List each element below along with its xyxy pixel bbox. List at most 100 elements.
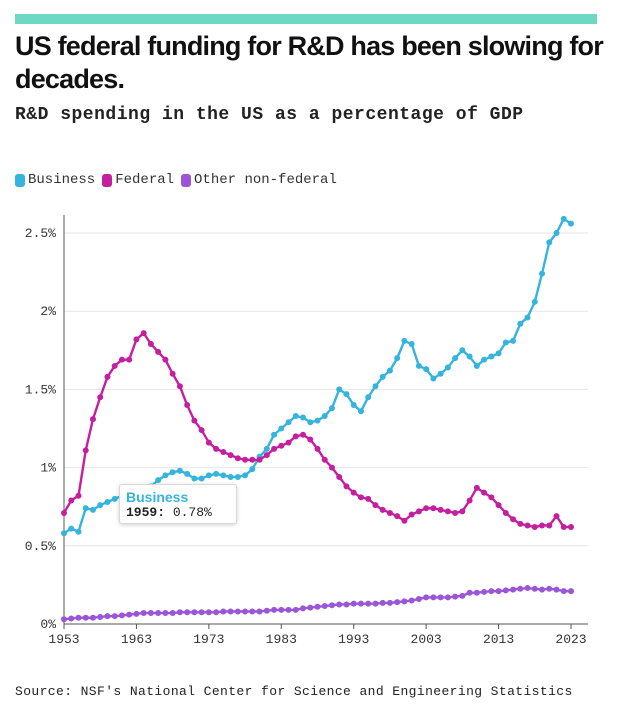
data-point-other-non-federal[interactable] bbox=[452, 593, 459, 600]
data-point-business[interactable] bbox=[553, 230, 560, 236]
data-point-other-non-federal[interactable] bbox=[560, 588, 567, 595]
data-point-other-non-federal[interactable] bbox=[408, 597, 415, 604]
data-point-business[interactable] bbox=[473, 362, 480, 369]
data-point-business[interactable] bbox=[343, 391, 350, 398]
data-point-other-non-federal[interactable] bbox=[350, 600, 357, 607]
data-point-federal[interactable] bbox=[227, 452, 234, 459]
data-point-other-non-federal[interactable] bbox=[169, 610, 176, 617]
data-point-federal[interactable] bbox=[271, 445, 278, 452]
data-point-business[interactable] bbox=[568, 220, 574, 227]
data-point-federal[interactable] bbox=[75, 492, 82, 499]
data-point-other-non-federal[interactable] bbox=[263, 607, 270, 614]
data-point-other-non-federal[interactable] bbox=[292, 606, 299, 613]
data-point-business[interactable] bbox=[249, 466, 256, 473]
data-point-federal[interactable] bbox=[300, 431, 307, 438]
data-point-business[interactable] bbox=[234, 473, 241, 480]
data-point-federal[interactable] bbox=[314, 445, 321, 452]
data-point-other-non-federal[interactable] bbox=[539, 586, 546, 593]
data-point-federal[interactable] bbox=[459, 508, 466, 515]
data-point-other-non-federal[interactable] bbox=[336, 601, 343, 608]
data-point-other-non-federal[interactable] bbox=[300, 605, 307, 612]
data-point-federal[interactable] bbox=[473, 484, 480, 491]
data-point-federal[interactable] bbox=[560, 524, 567, 531]
data-point-business[interactable] bbox=[495, 350, 502, 357]
data-point-business[interactable] bbox=[97, 502, 104, 509]
data-point-other-non-federal[interactable] bbox=[473, 589, 480, 596]
data-point-other-non-federal[interactable] bbox=[89, 614, 96, 621]
data-point-federal[interactable] bbox=[278, 442, 285, 449]
data-point-other-non-federal[interactable] bbox=[104, 613, 111, 620]
data-point-federal[interactable] bbox=[568, 524, 574, 531]
data-point-business[interactable] bbox=[401, 337, 408, 344]
legend-item-other-non-federal[interactable]: Other non-federal bbox=[181, 172, 337, 188]
data-point-other-non-federal[interactable] bbox=[372, 600, 379, 607]
data-point-other-non-federal[interactable] bbox=[140, 610, 147, 617]
data-point-business[interactable] bbox=[198, 475, 205, 482]
data-point-business[interactable] bbox=[546, 239, 553, 246]
data-point-business[interactable] bbox=[285, 419, 292, 426]
data-point-federal[interactable] bbox=[256, 456, 263, 463]
data-point-other-non-federal[interactable] bbox=[61, 616, 67, 623]
data-point-other-non-federal[interactable] bbox=[328, 602, 335, 609]
data-point-federal[interactable] bbox=[394, 513, 401, 520]
data-point-federal[interactable] bbox=[365, 495, 372, 502]
data-point-other-non-federal[interactable] bbox=[444, 594, 451, 601]
data-point-federal[interactable] bbox=[169, 370, 176, 377]
data-point-business[interactable] bbox=[481, 356, 488, 363]
data-point-federal[interactable] bbox=[466, 497, 473, 504]
data-point-federal[interactable] bbox=[401, 517, 408, 524]
data-point-business[interactable] bbox=[278, 425, 285, 432]
data-point-other-non-federal[interactable] bbox=[466, 589, 473, 596]
data-point-other-non-federal[interactable] bbox=[184, 609, 191, 616]
data-point-business[interactable] bbox=[560, 215, 567, 222]
data-point-federal[interactable] bbox=[386, 509, 393, 516]
data-point-federal[interactable] bbox=[408, 511, 415, 518]
data-point-other-non-federal[interactable] bbox=[502, 587, 509, 594]
data-point-federal[interactable] bbox=[502, 509, 509, 516]
data-point-federal[interactable] bbox=[452, 509, 459, 516]
data-point-business[interactable] bbox=[386, 367, 393, 374]
data-point-other-non-federal[interactable] bbox=[415, 595, 422, 602]
data-point-other-non-federal[interactable] bbox=[546, 585, 553, 592]
data-point-business[interactable] bbox=[365, 394, 372, 401]
data-point-business[interactable] bbox=[184, 470, 191, 477]
data-point-business[interactable] bbox=[220, 472, 227, 479]
data-point-business[interactable] bbox=[517, 320, 524, 327]
data-point-other-non-federal[interactable] bbox=[220, 608, 227, 615]
data-point-other-non-federal[interactable] bbox=[126, 611, 133, 618]
data-point-business[interactable] bbox=[314, 417, 321, 424]
data-point-business[interactable] bbox=[155, 477, 162, 484]
data-point-business[interactable] bbox=[350, 402, 357, 409]
data-point-business[interactable] bbox=[191, 475, 198, 482]
data-point-federal[interactable] bbox=[234, 455, 241, 462]
data-point-other-non-federal[interactable] bbox=[111, 613, 118, 620]
data-point-other-non-federal[interactable] bbox=[423, 594, 430, 601]
legend-item-business[interactable]: Business bbox=[15, 172, 95, 188]
data-point-federal[interactable] bbox=[437, 506, 444, 513]
data-point-federal[interactable] bbox=[68, 497, 75, 504]
data-point-federal[interactable] bbox=[423, 505, 430, 512]
data-point-federal[interactable] bbox=[481, 489, 488, 496]
data-point-business[interactable] bbox=[271, 431, 278, 438]
data-point-other-non-federal[interactable] bbox=[437, 594, 444, 601]
data-point-business[interactable] bbox=[227, 473, 234, 480]
data-point-federal[interactable] bbox=[321, 456, 328, 463]
data-point-federal[interactable] bbox=[553, 513, 560, 520]
data-point-other-non-federal[interactable] bbox=[155, 610, 162, 617]
data-point-federal[interactable] bbox=[307, 436, 314, 443]
data-point-federal[interactable] bbox=[531, 524, 538, 531]
data-point-other-non-federal[interactable] bbox=[488, 588, 495, 595]
data-point-other-non-federal[interactable] bbox=[394, 599, 401, 606]
data-point-business[interactable] bbox=[531, 298, 538, 305]
data-point-federal[interactable] bbox=[357, 494, 364, 501]
data-point-business[interactable] bbox=[82, 505, 89, 512]
data-point-other-non-federal[interactable] bbox=[321, 603, 328, 610]
data-point-other-non-federal[interactable] bbox=[133, 610, 140, 617]
data-point-federal[interactable] bbox=[488, 494, 495, 501]
data-point-federal[interactable] bbox=[343, 483, 350, 490]
data-point-other-non-federal[interactable] bbox=[147, 610, 154, 617]
data-point-other-non-federal[interactable] bbox=[314, 603, 321, 610]
data-point-federal[interactable] bbox=[495, 502, 502, 509]
data-point-other-non-federal[interactable] bbox=[495, 588, 502, 595]
data-point-federal[interactable] bbox=[133, 336, 140, 343]
